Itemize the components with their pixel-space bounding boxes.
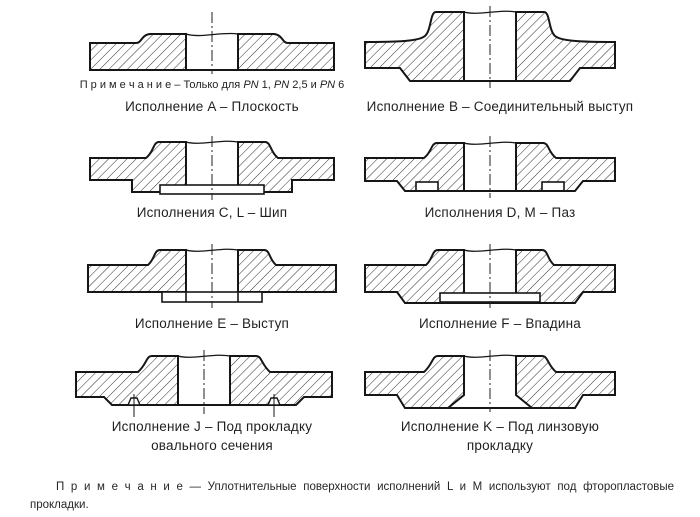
diagram-cl-tongue — [89, 136, 335, 200]
flange-section-left — [87, 249, 187, 293]
hub-break-line — [463, 354, 517, 358]
note-a-v3: 6 — [338, 79, 345, 91]
groove-axis-lines — [133, 394, 275, 417]
note-under-diagram-a: П р и м е ч а н и е – Только для PN 1, P… — [72, 79, 352, 91]
diagram-f-female-face — [364, 244, 616, 308]
hub-break-line — [463, 10, 517, 14]
caption-diagram-k: Исполнение K – Под линзовую прокладку — [350, 417, 650, 455]
diagram-j-oval-gasket — [75, 350, 333, 417]
caption-diagram-dm: Исполнения D, M – Паз — [424, 205, 576, 220]
footnote-line1: П р и м е ч а н и е — Уплотнительные пов… — [56, 481, 674, 493]
caption-diagram-e: Исполнение E – Выступ — [134, 316, 290, 331]
flange-section-left — [364, 249, 465, 304]
note-a-pn3: PN — [319, 79, 336, 91]
diagram-k-lens-gasket — [364, 350, 616, 412]
flange-section-left — [364, 142, 465, 192]
flange-section-right — [515, 11, 616, 82]
caption-diagram-j-line1: Исполнение J – Под прокладку — [111, 419, 313, 434]
flange-section-left — [364, 11, 465, 82]
flange-section-right — [515, 355, 616, 409]
flange-section-left — [89, 33, 187, 71]
flange-section-right — [515, 249, 616, 304]
note-a-v2: 2,5 и — [292, 79, 317, 91]
flange-section-left — [364, 355, 465, 409]
flange-section-right — [237, 249, 337, 293]
caption-diagram-cl: Исполнения C, L – Шип — [136, 205, 288, 220]
flange-section-right — [237, 141, 335, 193]
hub-break-line — [177, 354, 231, 358]
caption-diagram-j-line2: овального сечения — [151, 438, 273, 453]
footnote: П р и м е ч а н и е — Уплотнительные пов… — [30, 478, 674, 514]
diagram-b-raised-face — [364, 6, 616, 88]
note-a-v1: 1, — [261, 79, 271, 91]
caption-diagram-f: Исполнение F – Впадина — [419, 316, 581, 331]
flange-section-left — [89, 141, 187, 193]
note-a-pn1: PN — [243, 79, 259, 91]
diagram-e-male-face — [87, 244, 337, 308]
groove-left — [415, 181, 439, 192]
flange-section-left — [75, 355, 179, 406]
note-a-pn2: PN — [273, 79, 290, 91]
diagram-dm-groove — [364, 136, 616, 198]
hub-break-line — [185, 140, 239, 144]
caption-diagram-k-line1: Исполнение K – Под линзовую — [400, 419, 600, 434]
flange-section-right — [515, 142, 616, 192]
footnote-line2: прокладки. — [30, 499, 89, 511]
groove-right — [541, 181, 565, 192]
diagram-a-flat-face — [89, 12, 335, 74]
hub-break-line — [185, 248, 239, 252]
flange-section-right — [237, 33, 335, 71]
caption-diagram-b: Исполнение B – Соединительный выступ — [366, 99, 634, 114]
note-a-lead: П р и м е ч а н и е – Только для — [79, 79, 241, 91]
caption-diagram-a: Исполнение A – Плоскость — [125, 99, 299, 114]
hub-break-line — [463, 248, 517, 252]
hub-break-line — [185, 32, 239, 37]
bore-wall-extensions — [185, 292, 239, 302]
caption-diagram-k-line2: прокладку — [466, 438, 534, 453]
caption-diagram-j: Исполнение J – Под прокладку овального с… — [66, 417, 358, 455]
flange-section-right — [229, 355, 333, 406]
hub-break-line — [463, 141, 517, 145]
